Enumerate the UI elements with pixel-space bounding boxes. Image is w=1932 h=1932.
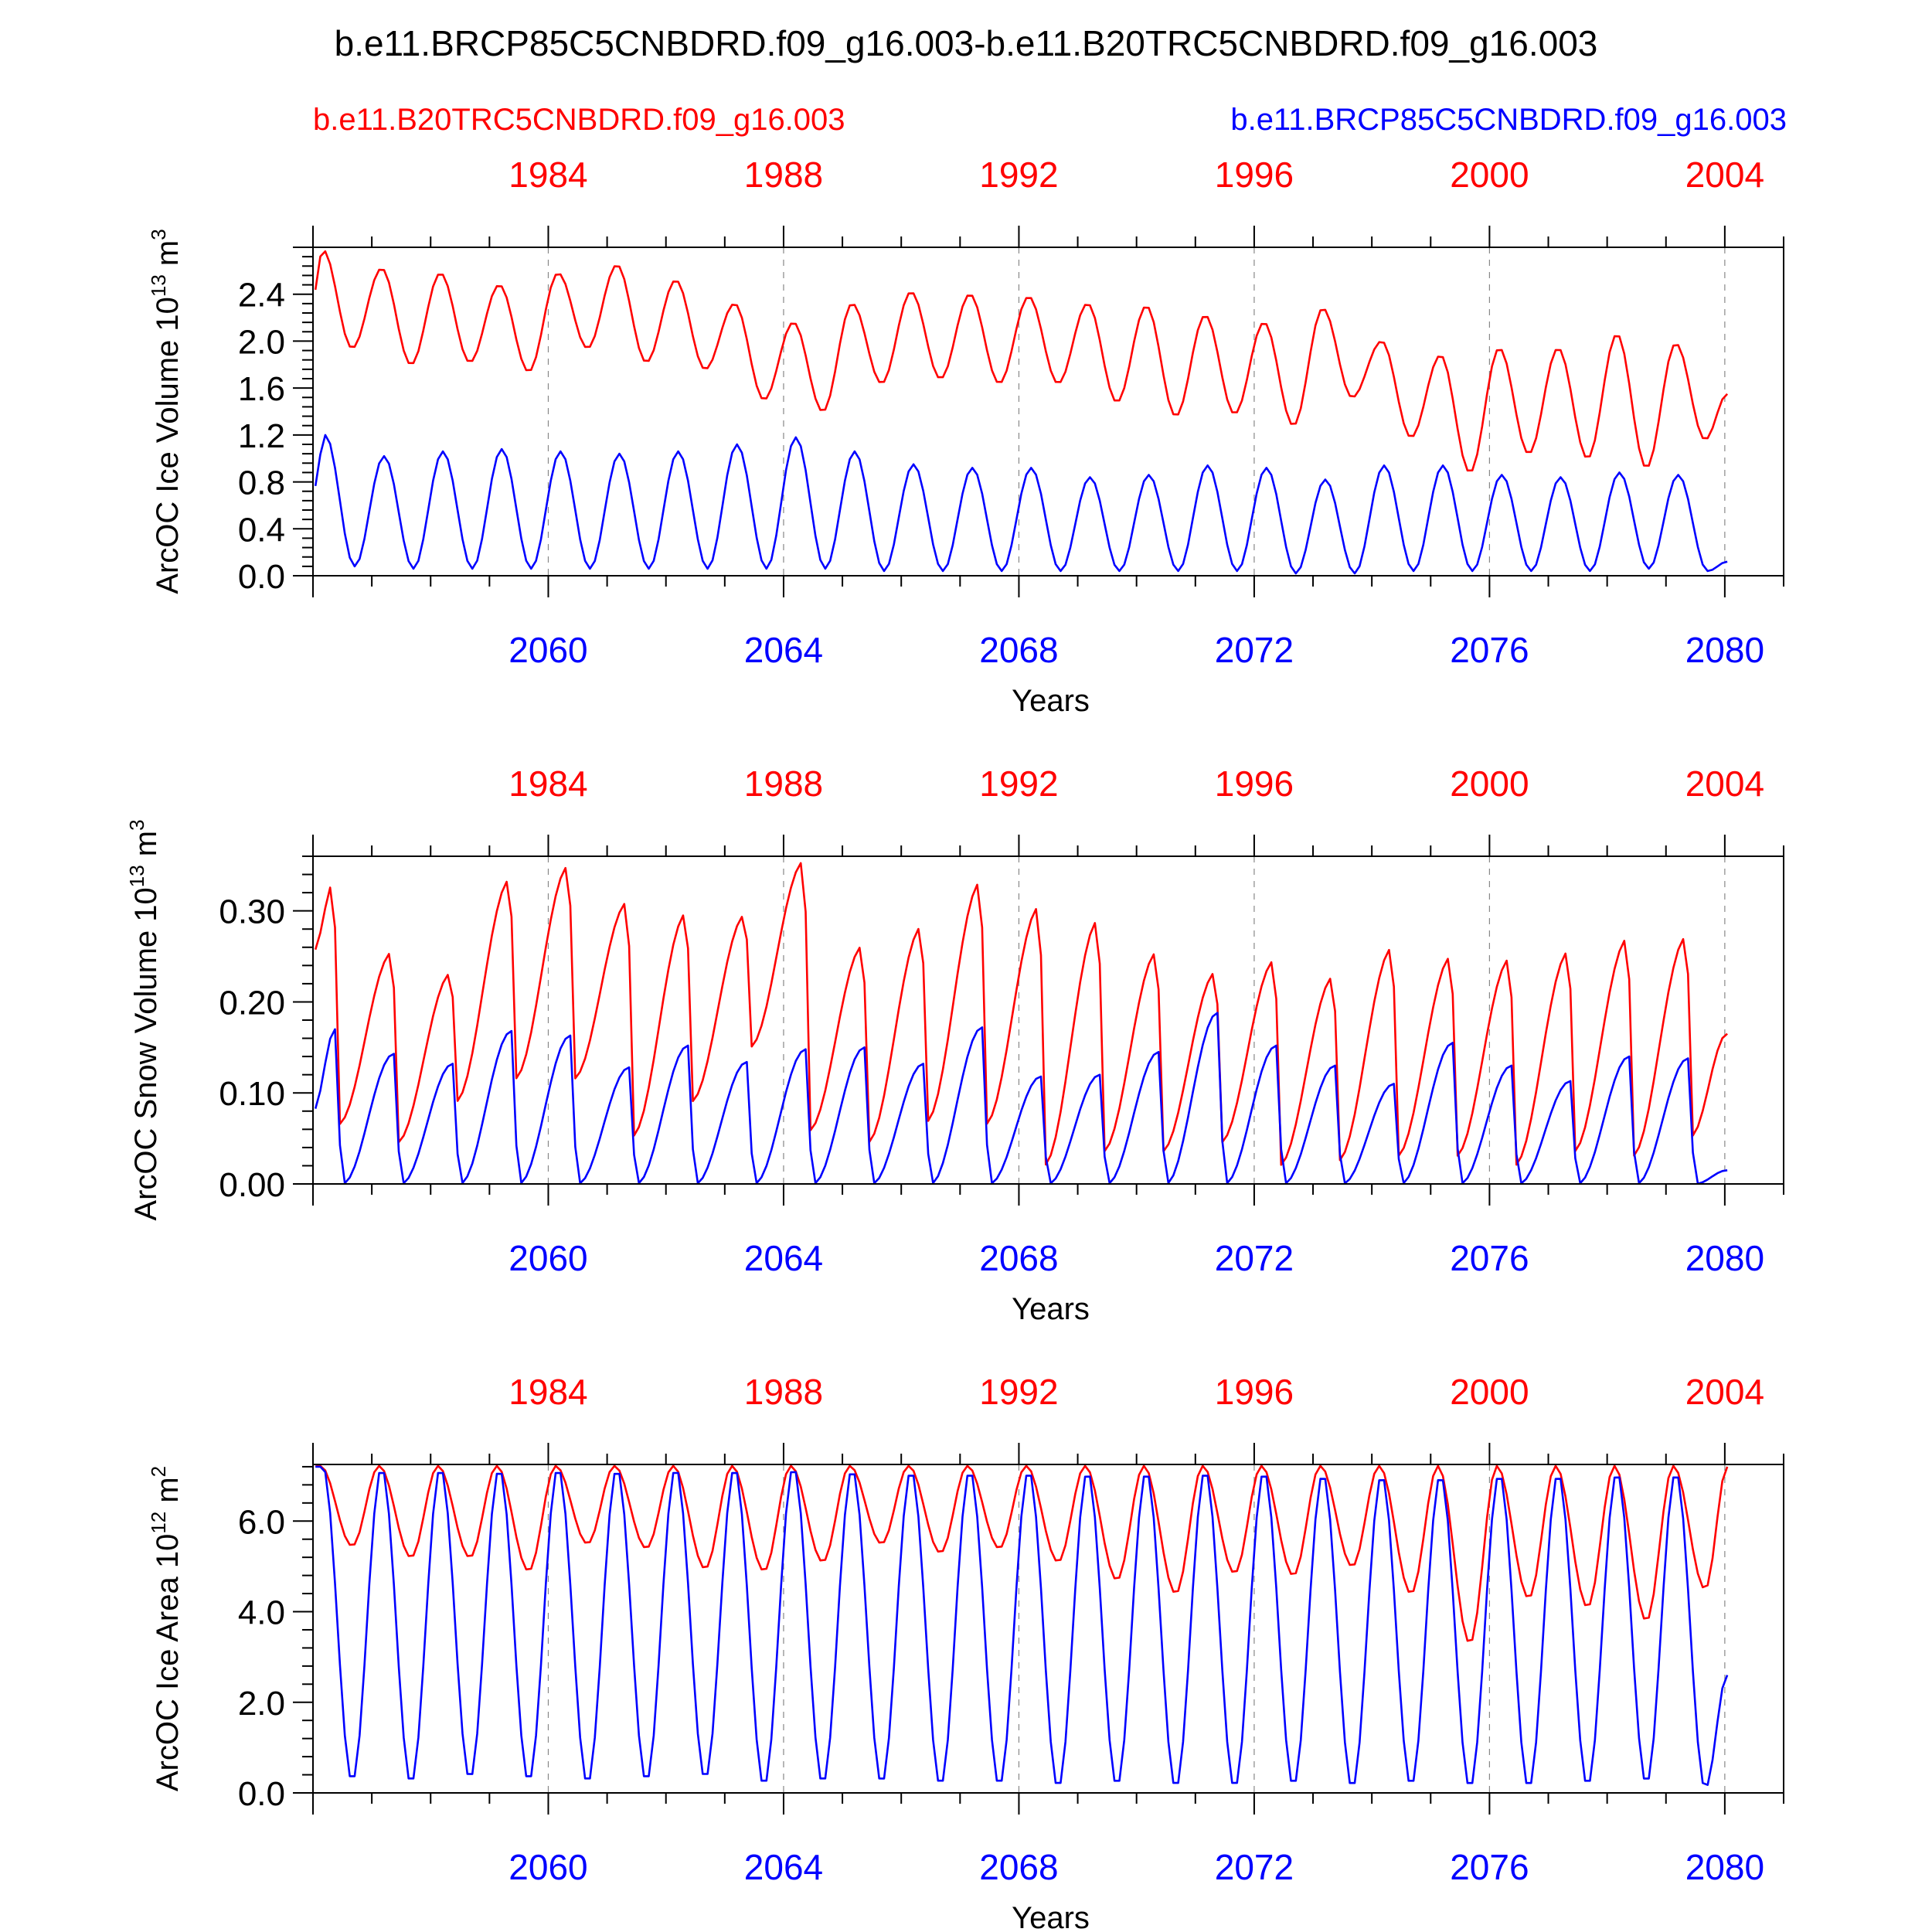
y-tick-label: 0.8 [238,464,285,502]
x-tick-label-top: 1996 [1215,764,1294,804]
x-tick-label-bottom: 2064 [744,630,823,670]
y-tick-label: 0.30 [219,893,285,931]
y-tick-label: 0.4 [238,511,285,549]
panel-3: 2060 2064 2068 2072 2076 2080 1984 1988 1992 1996… [147,1372,1784,1932]
x-tick-label-top: 2004 [1685,764,1764,804]
x-tick-label-top: 2000 [1450,1372,1529,1412]
x-tick-label-bottom: 2060 [509,1238,587,1278]
x-tick-label-top: 1984 [509,764,587,804]
panel-2: 2060 2064 2068 2072 2076 2080 1984 1988 1992 1996… [125,764,1784,1326]
y-tick-label: 4.0 [238,1594,285,1632]
y-tick-label: 0.0 [238,1775,285,1813]
x-tick-label-bottom: 2064 [744,1847,823,1887]
y-tick-label: 6.0 [238,1503,285,1541]
y-tick-label: 0.20 [219,984,285,1022]
x-tick-label-bottom: 2060 [509,1847,587,1887]
y-tick-label: 1.6 [238,370,285,408]
y-tick-label: 0.00 [219,1166,285,1204]
x-tick-label-top: 1996 [1215,155,1294,195]
x-tick-label-top: 1992 [979,155,1058,195]
y-tick-label: 2.4 [238,277,285,315]
series-line-brcp85 [315,1465,1729,1786]
x-tick-label-bottom: 2080 [1685,1238,1764,1278]
y-tick-label: 0.0 [238,558,285,596]
x-tick-label-top: 1988 [744,764,823,804]
legend-left-label: b.e11.B20TRC5CNBDRD.f09_g16.003 [313,103,845,137]
x-tick-label-top: 1996 [1215,1372,1294,1412]
x-tick-label-top: 1992 [979,1372,1058,1412]
x-tick-label-bottom: 2080 [1685,630,1764,670]
legend-right-label: b.e11.BRCP85C5CNBDRD.f09_g16.003 [1230,103,1787,137]
x-tick-label-top: 1984 [509,1372,587,1412]
x-tick-label-bottom: 2080 [1685,1847,1764,1887]
figure-title: b.e11.BRCP85C5CNBDRD.f09_g16.003-b.e11.B… [335,23,1598,63]
plot-frame [312,1464,1784,1794]
x-tick-label-bottom: 2060 [509,630,587,670]
x-tick-label-top: 1992 [979,764,1058,804]
x-tick-label-top: 2000 [1450,155,1529,195]
series-line-brcp85 [314,1012,1728,1185]
series-line-b20trc [315,1464,1729,1642]
x-tick-label-bottom: 2064 [744,1238,823,1278]
panels: 2060 2064 2068 2072 2076 2080 1984 1988 1992 1996… [125,155,1784,1932]
x-axis-label: Years [1012,1292,1090,1326]
series-line-b20trc [314,250,1729,472]
series-line-brcp85 [314,434,1728,575]
y-tick-label: 2.0 [238,1685,285,1723]
x-tick-label-bottom: 2068 [979,630,1058,670]
panel-1: 2060 2064 2068 2072 2076 2080 1984 1988 1992 1996… [147,155,1784,718]
y-axis-label: ArcOC Snow Volume 1013 m3 [125,819,163,1220]
x-tick-label-bottom: 2072 [1215,1847,1294,1887]
x-axis-label: Years [1012,1901,1090,1932]
x-tick-label-top: 1988 [744,155,823,195]
x-tick-label-bottom: 2076 [1450,630,1529,670]
x-tick-label-top: 2004 [1685,1372,1764,1412]
x-tick-label-top: 2000 [1450,764,1529,804]
x-tick-label-bottom: 2068 [979,1847,1058,1887]
x-tick-label-bottom: 2072 [1215,1238,1294,1278]
x-tick-label-bottom: 2076 [1450,1238,1529,1278]
y-tick-label: 0.10 [219,1075,285,1113]
x-tick-label-bottom: 2068 [979,1238,1058,1278]
plot-frame [312,247,1784,577]
y-axis-label: ArcOC Ice Area 1012 m2 [147,1466,185,1791]
y-axis-label: ArcOC Ice Volume 1013 m3 [147,229,185,594]
x-axis-label: Years [1012,684,1090,718]
x-tick-label-bottom: 2076 [1450,1847,1529,1887]
y-tick-label: 2.0 [238,323,285,361]
x-tick-label-top: 1988 [744,1372,823,1412]
series-line-b20trc [314,862,1728,1166]
y-tick-label: 1.2 [238,417,285,455]
x-tick-label-bottom: 2072 [1215,630,1294,670]
x-tick-label-top: 1984 [509,155,587,195]
x-tick-label-top: 2004 [1685,155,1764,195]
